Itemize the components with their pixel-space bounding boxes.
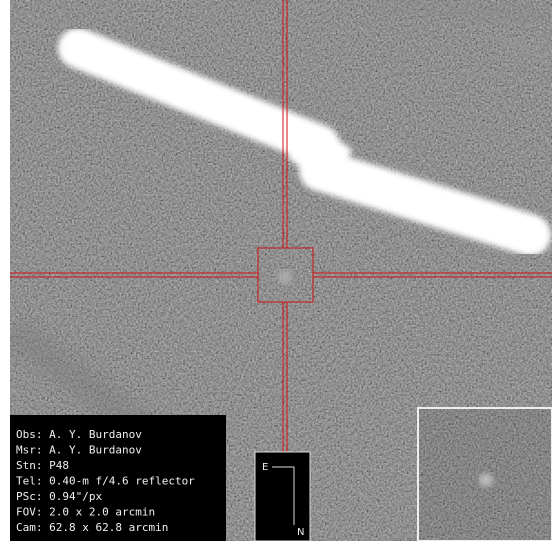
info-line: FOV: 2.0 x 2.0 arcmin xyxy=(16,506,155,519)
compass-east: E xyxy=(262,462,268,473)
target xyxy=(278,270,292,284)
info-text: Obs: A. Y. Burdanov Msr: A. Y. Burdanov St… xyxy=(16,428,195,534)
inset xyxy=(417,407,552,541)
sky-image xyxy=(10,0,552,541)
compass-north: N xyxy=(297,527,304,538)
info-line: Tel: 0.40-m f/4.6 reflector xyxy=(16,475,195,488)
info-line: Msr: A. Y. Burdanov xyxy=(16,444,142,457)
compass: E N xyxy=(254,451,311,541)
info-line: PSc: 0.94"/px xyxy=(16,490,102,503)
info-line: Cam: 62.8 x 62.8 arcmin xyxy=(16,521,168,534)
info-panel xyxy=(10,415,226,541)
info-line: Stn: P48 xyxy=(16,459,69,472)
satellite-streak xyxy=(58,28,551,256)
crosshair xyxy=(10,0,552,452)
info-line: Obs: A. Y. Burdanov xyxy=(16,428,142,441)
